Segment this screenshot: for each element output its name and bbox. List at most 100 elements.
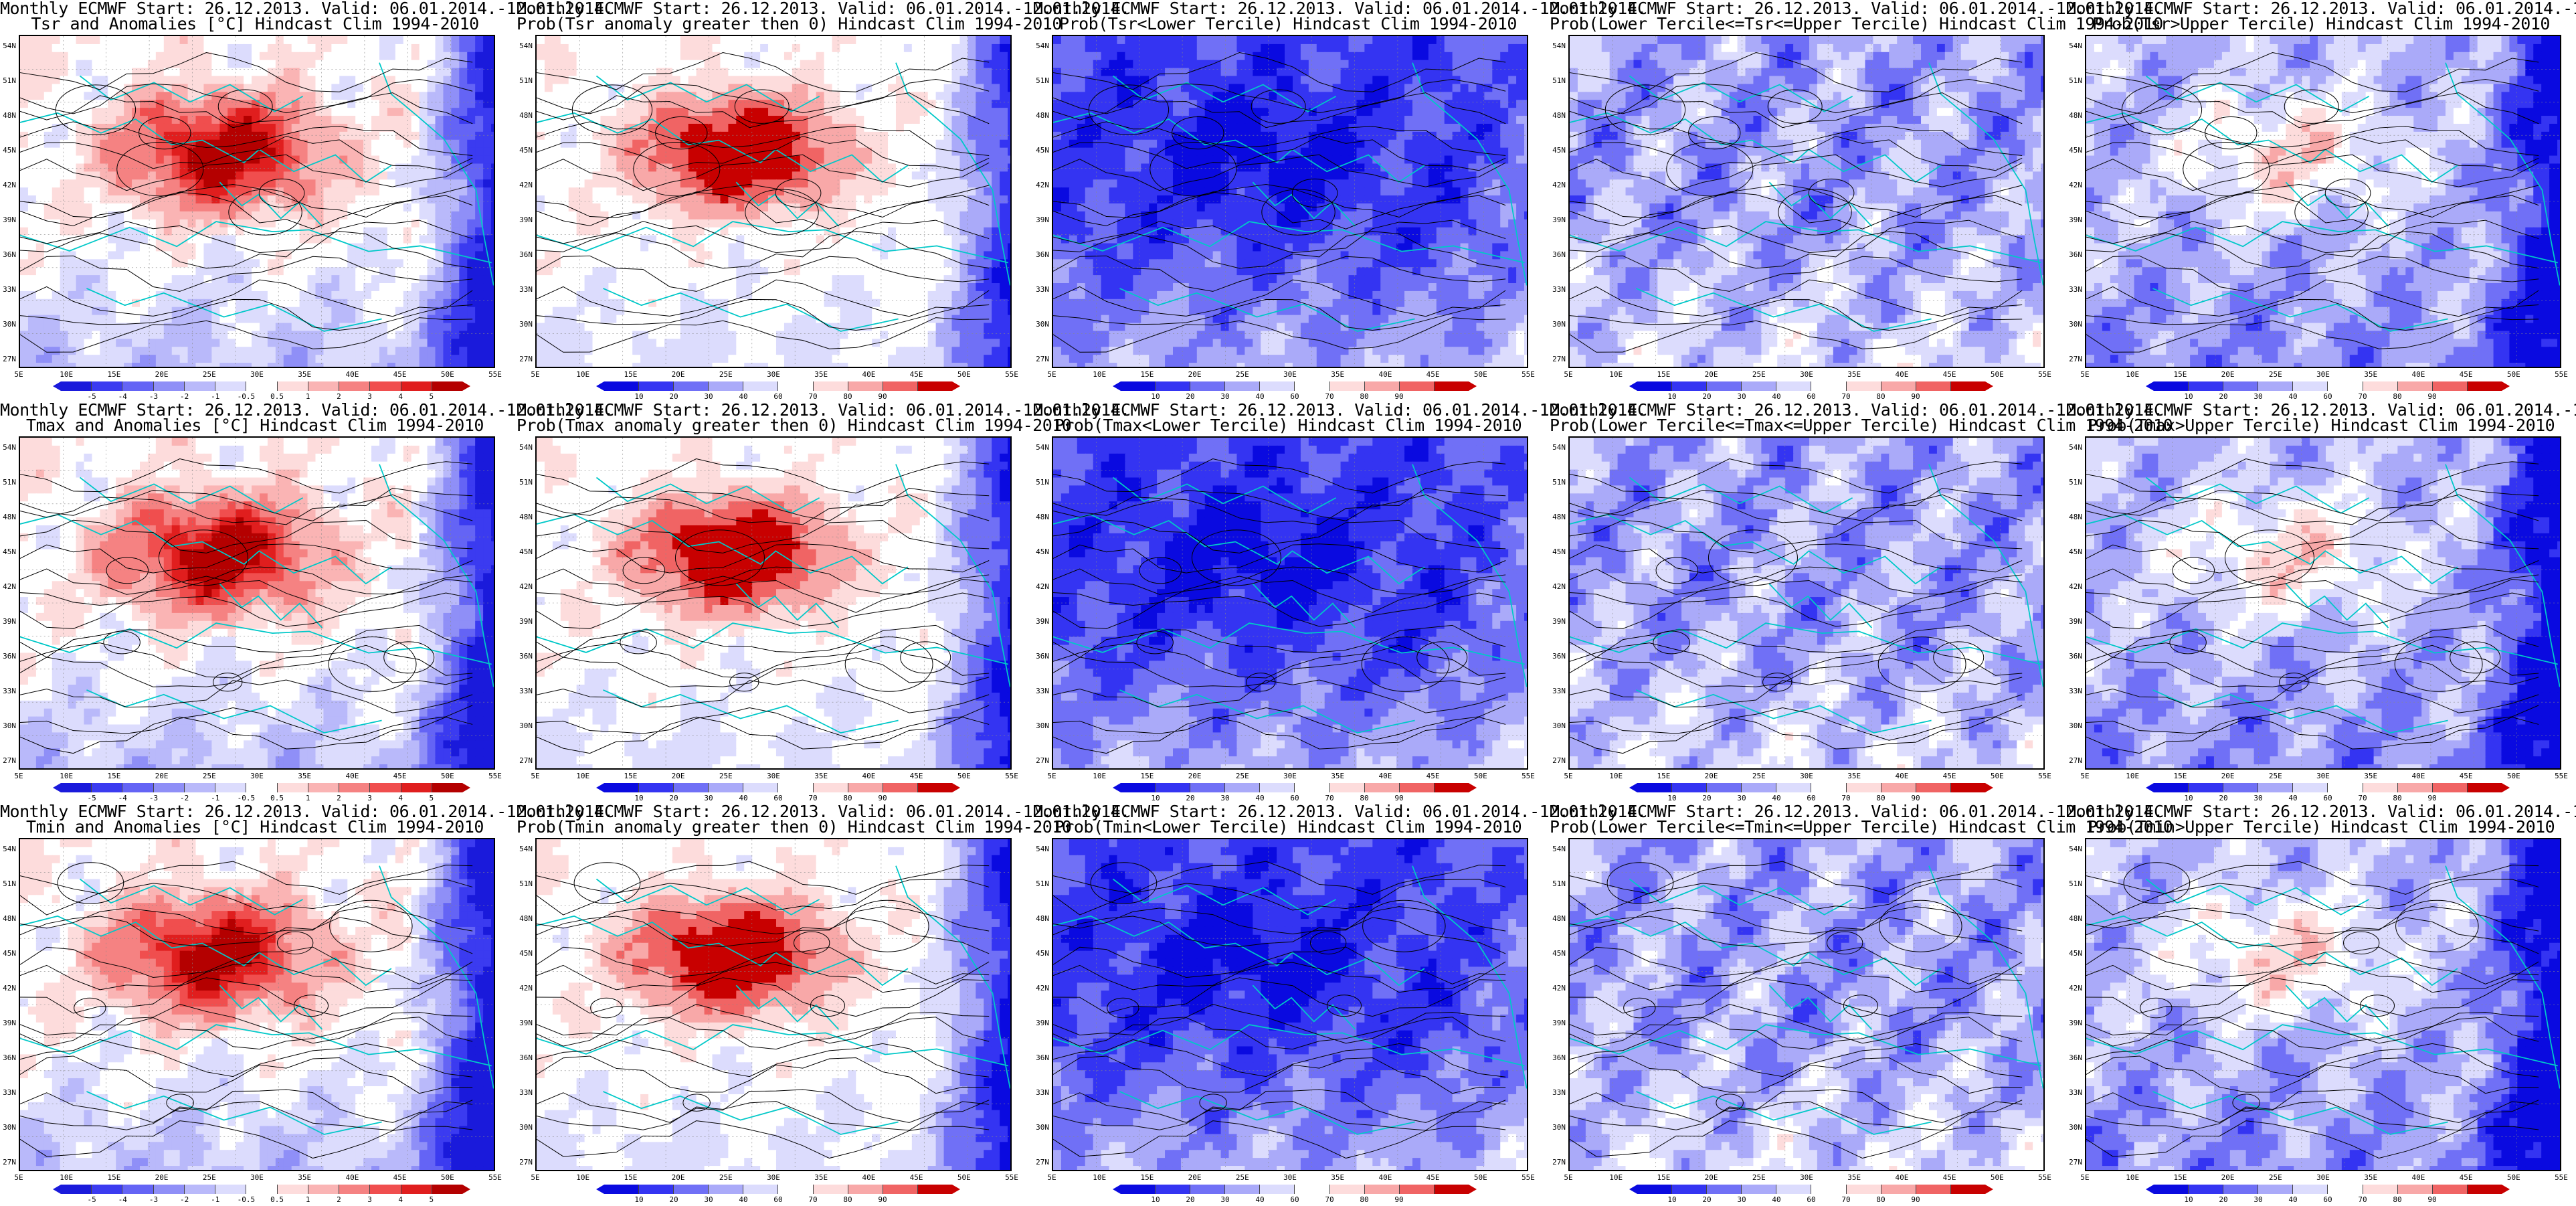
lon-tick-label: 5E xyxy=(1555,772,1582,780)
lon-tick-label: 45E xyxy=(387,371,413,378)
colorbar-swatch xyxy=(1329,783,1364,792)
lon-tick-label: 50E xyxy=(434,371,461,378)
lon-tick-label: 10E xyxy=(53,772,80,780)
colorbar-swatch xyxy=(246,381,276,391)
forecast-map xyxy=(535,838,1012,1171)
colorbar-arrow-right xyxy=(952,1185,960,1194)
colorbar-swatch xyxy=(401,381,432,391)
lat-tick-label: 33N xyxy=(0,286,16,293)
lon-tick-label: 10E xyxy=(569,1174,596,1181)
panel-title-line2: Tmax and Anomalies [°C] Hindcast Clim 19… xyxy=(0,417,510,434)
colorbar-swatch xyxy=(1121,381,1155,391)
colorbar-swatch xyxy=(1811,1185,1845,1194)
lat-tick-label: 30N xyxy=(1539,321,1566,328)
colorbar-swatch xyxy=(2154,1185,2188,1194)
colorbar-tick-label: 60 xyxy=(1801,794,1821,802)
colorbar-tick-label: -3 xyxy=(143,794,163,802)
colorbar-swatch xyxy=(1155,381,1190,391)
colorbar-swatch xyxy=(1637,783,1671,792)
lon-tick-label: 40E xyxy=(2405,1174,2431,1181)
colorbar-swatch xyxy=(1399,381,1434,391)
colorbar-tick-label: 90 xyxy=(1389,1196,1409,1203)
panel-title-line2: Prob(Tmax<Lower Tercile) Hindcast Clim 1… xyxy=(1033,417,1543,434)
lon-tick-label: 40E xyxy=(339,1174,365,1181)
colorbar-swatch xyxy=(1706,381,1741,391)
colorbar-tick-label: 30 xyxy=(699,393,719,400)
lat-tick-label: 54N xyxy=(2055,845,2082,853)
colorbar-swatch xyxy=(61,783,91,792)
lat-tick-label: 54N xyxy=(0,845,16,853)
colorbar-swatch xyxy=(1776,783,1811,792)
lat-tick-label: 48N xyxy=(506,915,533,922)
forecast-panel: Monthly ECMWF Start: 26.12.2013. Valid: … xyxy=(1550,0,2059,402)
forecast-panel: Monthly ECMWF Start: 26.12.2013. Valid: … xyxy=(1033,402,1543,803)
colorbar-tick-label: 70 xyxy=(803,794,823,802)
colorbar-swatch xyxy=(1434,381,1469,391)
colorbar-tick-label: -4 xyxy=(112,1196,132,1203)
colorbar-tick-label: 40 xyxy=(1250,1196,1270,1203)
lat-tick-label: 48N xyxy=(1022,513,1049,521)
colorbar-swatch xyxy=(1364,783,1399,792)
lat-tick-label: 27N xyxy=(506,1158,533,1166)
colorbar-swatch xyxy=(2397,1185,2432,1194)
lon-tick-label: 10E xyxy=(569,772,596,780)
lon-tick-label: 35E xyxy=(808,772,834,780)
colorbar-swatch xyxy=(277,783,308,792)
colorbar-boxes xyxy=(61,1185,462,1194)
lat-tick-label: 48N xyxy=(2055,915,2082,922)
colorbar-tick-label: 5 xyxy=(422,1196,442,1203)
panel-title-line2: Prob(Tmin>Upper Tercile) Hindcast Clim 1… xyxy=(2066,819,2576,835)
colorbar-tick-label: 4 xyxy=(391,393,411,400)
colorbar-arrow-right xyxy=(1985,783,1993,792)
lon-tick-label: 45E xyxy=(1420,772,1447,780)
colorbar-boxes xyxy=(1121,783,1469,792)
lon-tick-label: 55E xyxy=(482,772,509,780)
colorbar-swatch xyxy=(1950,381,1985,391)
colorbar-tick-label: 10 xyxy=(1662,393,1682,400)
colorbar-swatch xyxy=(308,381,339,391)
lon-tick-label: 5E xyxy=(1555,371,1582,378)
lat-tick-label: 30N xyxy=(0,321,16,328)
lon-tick-label: 50E xyxy=(434,1174,461,1181)
lon-tick-label: 45E xyxy=(2453,371,2480,378)
colorbar-tick-label: 90 xyxy=(872,393,893,400)
colorbar-tick-label: 60 xyxy=(1285,794,1305,802)
colorbar-tick-label: -2 xyxy=(175,794,195,802)
colorbar-swatch xyxy=(2363,1185,2397,1194)
lat-tick-label: 54N xyxy=(506,42,533,50)
colorbar-swatch xyxy=(638,381,673,391)
map-field-svg xyxy=(20,839,494,1170)
lat-tick-label: 54N xyxy=(2055,42,2082,50)
colorbar-tick-label: 60 xyxy=(768,393,788,400)
colorbar-arrow-left xyxy=(1629,381,1637,391)
colorbar-swatch xyxy=(2292,783,2327,792)
lon-tick-label: 15E xyxy=(1133,772,1160,780)
forecast-panel: Monthly ECMWF Start: 26.12.2013. Valid: … xyxy=(1033,0,1543,402)
lat-tick-label: 45N xyxy=(2055,950,2082,957)
lon-tick-label: 10E xyxy=(53,371,80,378)
lon-tick-label: 20E xyxy=(149,772,175,780)
lon-tick-label: 5E xyxy=(2072,1174,2098,1181)
lat-tick-label: 30N xyxy=(1539,1124,1566,1131)
lon-tick-label: 55E xyxy=(482,371,509,378)
lat-tick-label: 48N xyxy=(506,513,533,521)
lat-tick-label: 27N xyxy=(2055,355,2082,363)
colorbar-tick-label: 20 xyxy=(664,393,684,400)
colorbar-arrow-right xyxy=(2502,783,2510,792)
lat-tick-label: 48N xyxy=(0,915,16,922)
lat-tick-label: 42N xyxy=(0,583,16,590)
colorbar-tick-label: 10 xyxy=(629,1196,649,1203)
colorbar-swatch xyxy=(1294,381,1329,391)
colorbar-boxes xyxy=(61,783,462,792)
colorbar-swatch xyxy=(184,1185,215,1194)
lat-tick-label: 45N xyxy=(1539,950,1566,957)
lat-tick-label: 27N xyxy=(2055,757,2082,764)
colorbar-swatch xyxy=(1916,381,1950,391)
colorbar-swatch xyxy=(2188,783,2223,792)
colorbar-arrow-right xyxy=(1469,783,1477,792)
lat-tick-label: 30N xyxy=(506,1124,533,1131)
lat-tick-label: 27N xyxy=(1539,1158,1566,1166)
lon-tick-label: 45E xyxy=(1936,1174,1963,1181)
